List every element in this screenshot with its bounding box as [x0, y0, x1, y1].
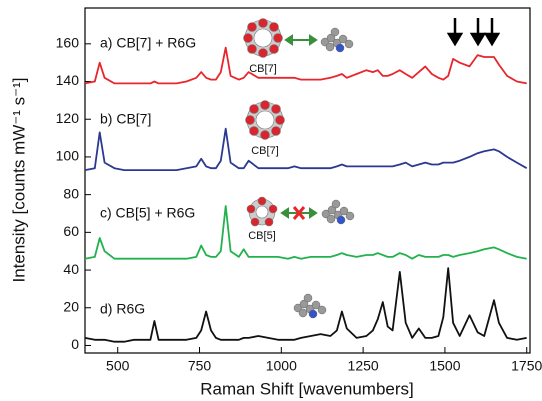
x-tick-label: 1500 [429, 358, 460, 374]
cb5-ring-c [246, 196, 278, 227]
exchange-arrow [284, 34, 318, 46]
peak-arrows [446, 18, 501, 47]
series-label: a) CB[7] + R6G [100, 35, 196, 51]
y-tick-label: 140 [56, 72, 80, 88]
series-line [84, 205, 527, 260]
r6g-molecule-d [293, 293, 327, 319]
y-tick-label: 160 [56, 35, 80, 51]
series-line [84, 46, 527, 85]
x-tick-label: 750 [188, 358, 212, 374]
y-tick-label: 80 [63, 185, 79, 201]
cb7-ring-b [245, 100, 285, 140]
annotation: CB[5] [248, 230, 276, 242]
y-tick-label: 100 [56, 148, 80, 164]
r6g-molecule-a [320, 27, 354, 53]
r6g-molecule-c [321, 199, 355, 225]
series-label: d) R6G [100, 301, 145, 317]
x-tick-label: 1000 [266, 358, 297, 374]
x-axis-label: Raman Shift [wavenumbers] [200, 379, 414, 398]
y-tick-label: 20 [63, 298, 79, 314]
y-axis-label: Intensity [counts mW⁻¹ s⁻¹] [9, 78, 28, 283]
annotation: CB[7] [249, 63, 277, 75]
series-label: b) CB[7] [100, 111, 151, 127]
y-tick-label: 60 [63, 223, 79, 239]
x-tick-label: 500 [106, 358, 130, 374]
y-tick-label: 40 [63, 261, 79, 277]
series-line [84, 127, 528, 171]
series-line [84, 267, 527, 343]
cb7-ring-a [243, 18, 283, 58]
annotation: CB[7] [251, 145, 279, 157]
x-tick-label: 1750 [511, 358, 542, 374]
y-tick-label: 120 [56, 110, 80, 126]
plot-frame [84, 7, 531, 354]
series-label: c) CB[5] + R6G [100, 205, 195, 221]
blocked-arrow [280, 206, 318, 220]
y-tick-label: 0 [71, 336, 79, 352]
x-tick-label: 1250 [348, 358, 379, 374]
